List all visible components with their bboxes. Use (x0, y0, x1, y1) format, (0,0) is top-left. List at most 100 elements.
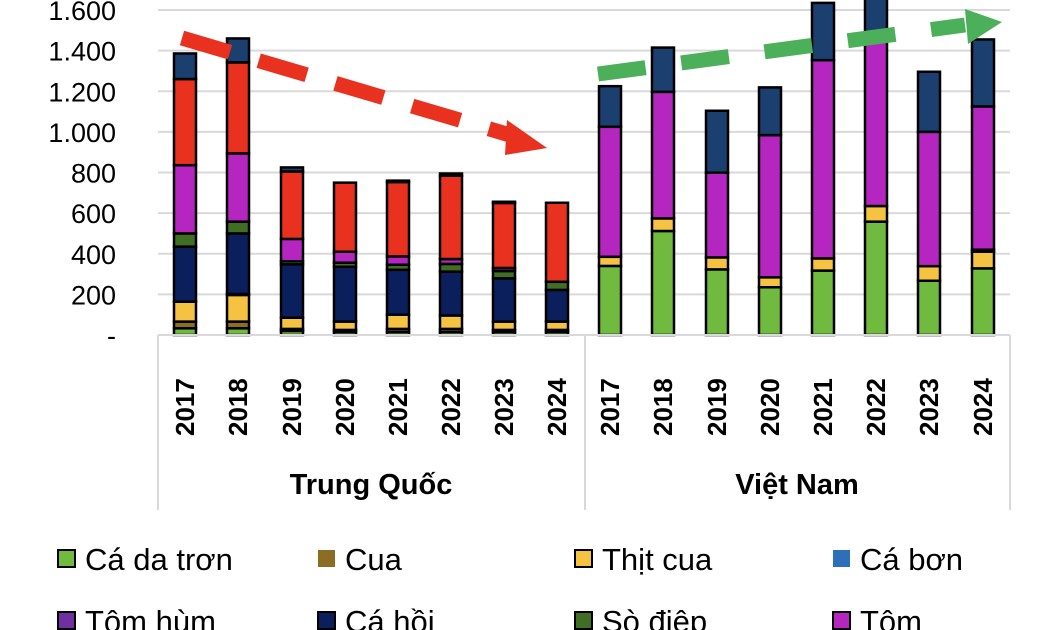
bar-segment-Cá da trơn (916, 279, 942, 337)
bar-segment-Tôm (225, 152, 251, 223)
bar-segment-Tôm (757, 133, 783, 279)
bar-segment-Thịt cua (916, 264, 942, 283)
y-tick-label: 1.400 (48, 37, 116, 67)
y-tick-label: 800 (71, 159, 116, 189)
bar-segment-Cá da trơn (597, 264, 623, 337)
bar-segment-Thịt cua (438, 314, 464, 331)
bar-segment-Thịt cua (704, 256, 730, 271)
bar-stack (385, 179, 411, 337)
bar-segment-Thịt cua (225, 293, 251, 323)
bar-segment-series-8 (491, 201, 517, 270)
legend: Cá da trơn Cua Thịt cua Cá bơn Tôm hùm Cá hồi… (57, 542, 963, 630)
bar-segment-Cá da trơn (650, 229, 676, 337)
x-tick-label: 2020 (330, 378, 360, 436)
bar-segment-series-9 (172, 52, 198, 81)
bar-stack (332, 181, 358, 337)
y-axis-tick-labels: - 200 400 600 800 1.000 1.200 1.400 1.600 (48, 0, 116, 351)
bar-segment-Cá da trơn (757, 286, 783, 337)
legend-swatch (317, 611, 336, 630)
bar-segment-Tôm (597, 125, 623, 259)
x-tick-label: 2021 (808, 378, 838, 436)
legend-swatch (574, 549, 593, 568)
bar-segment-Thịt cua (385, 313, 411, 331)
x-tick-label: 2024 (968, 378, 998, 436)
red-arrowhead (505, 120, 547, 155)
bar-segment-series-9 (810, 1, 836, 62)
bar-segment-series-9 (385, 179, 411, 184)
y-tick-label: 1.200 (48, 77, 116, 107)
y-tick-label: - (107, 321, 116, 351)
bar-segment-Cá hồi (279, 263, 305, 319)
y-tick-label: 1.600 (48, 0, 116, 26)
x-tick-label: 2019 (277, 378, 307, 436)
bar-segment-series-9 (970, 38, 996, 108)
legend-item: Cá da trơn (57, 542, 233, 577)
legend-swatch (574, 611, 593, 630)
bar-segment-Tôm (810, 58, 836, 260)
bar-segment-Tôm (332, 250, 358, 264)
legend-swatch (57, 549, 76, 568)
bar-segment-Thịt cua (279, 316, 305, 331)
legend-item: Cá hồi (317, 604, 435, 630)
green-dashed-trend-line (597, 17, 966, 82)
group-label: Việt Nam (735, 469, 859, 501)
bar-segment-series-9 (279, 166, 305, 173)
legend-swatch (318, 550, 335, 567)
legend-label: Cá da trơn (85, 542, 233, 577)
legend-swatch (57, 611, 76, 630)
legend-item: Cua (318, 542, 403, 577)
x-tick-label: 2022 (861, 378, 891, 436)
legend-label: Cá bơn (860, 542, 963, 577)
legend-label: Thịt cua (602, 542, 713, 577)
bar-segment-Thịt cua (863, 204, 889, 223)
x-tick-label: 2017 (170, 378, 200, 436)
bar-segment-Tôm (279, 237, 305, 263)
bar-stack (650, 46, 676, 337)
legend-swatch (832, 611, 851, 630)
red-dashed-trend-line (179, 30, 513, 143)
x-tick-label: 2018 (648, 378, 678, 436)
bar-segment-Cá da trơn (704, 268, 730, 337)
bar-segment-Cá da trơn (810, 269, 836, 337)
bar-segment-series-9 (438, 172, 464, 177)
x-tick-label: 2023 (489, 378, 519, 436)
bar-stack (438, 172, 464, 337)
bar-stack (279, 166, 305, 337)
bar-segment-Tôm (863, 32, 889, 208)
bar-segment-Thịt cua (650, 217, 676, 233)
bar-segment-Thịt cua (810, 257, 836, 272)
bar-segment-Thịt cua (172, 300, 198, 323)
bar-segment-series-8 (225, 61, 251, 155)
bar-segment-Cá da trơn (970, 267, 996, 337)
bar-segment-Cá hồi (438, 270, 464, 317)
bar-segment-Cá da trơn (863, 220, 889, 337)
bar-stack (597, 84, 623, 337)
legend-item: Tôm hùm (57, 604, 216, 630)
bar-segment-Cá hồi (225, 232, 251, 296)
bar-stack (810, 1, 836, 337)
y-tick-label: 600 (71, 199, 116, 229)
bar-segment-Thịt cua (970, 250, 996, 270)
bar-segment-series-9 (704, 109, 730, 174)
bar-segment-Sò điệp (172, 232, 198, 248)
bar-segment-Cá hồi (332, 265, 358, 323)
group-label: Trung Quốc (290, 469, 453, 501)
bar-segment-Cá hồi (491, 277, 517, 323)
bar-segment-Cá hồi (385, 268, 411, 316)
bar-segment-series-8 (279, 170, 305, 241)
x-tick-label: 2017 (595, 378, 625, 436)
x-tick-label: 2021 (383, 378, 413, 436)
legend-label: Tôm (860, 604, 922, 630)
legend-item: Thịt cua (574, 542, 713, 577)
bar-segment-series-8 (438, 174, 464, 261)
legend-item: Cá bơn (833, 542, 963, 577)
bar-stack (863, 0, 889, 337)
x-tick-label: 2020 (755, 378, 785, 436)
y-tick-label: 1.000 (48, 118, 116, 148)
bar-stack (970, 38, 996, 337)
legend-label: Cua (345, 542, 403, 577)
x-tick-label: 2022 (436, 378, 466, 436)
bar-stack (491, 200, 517, 337)
trend-arrows (179, 9, 1002, 155)
